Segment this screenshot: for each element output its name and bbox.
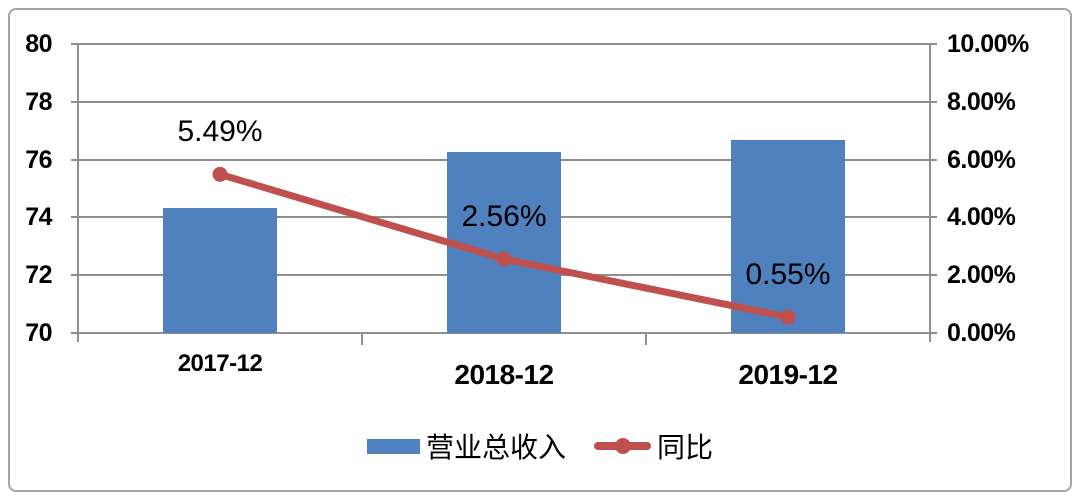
left-axis-tick-label: 74 (25, 203, 52, 232)
x-axis-tick (361, 333, 363, 345)
gridline (71, 100, 937, 103)
left-axis-tick-label: 76 (25, 145, 52, 174)
right-axis-tick-label: 10.00% (947, 30, 1029, 58)
right-axis-tick-label: 0.00% (947, 319, 1016, 347)
x-axis-tick (645, 333, 647, 345)
legend-line-marker-icon (594, 438, 651, 454)
legend-item: 同比 (594, 426, 713, 466)
bar-2018-12 (447, 152, 561, 333)
left-axis-tick-label: 72 (25, 261, 52, 290)
bar-2017-12 (163, 207, 277, 333)
x-axis-label: 2018-12 (454, 359, 554, 390)
bar-2019-12 (731, 140, 845, 333)
right-axis-tick-label: 6.00% (947, 145, 1016, 174)
right-axis-tick-label: 4.00% (947, 203, 1016, 232)
legend-bar-swatch-icon (366, 438, 420, 454)
line-marker-2017-12 (212, 166, 228, 182)
x-axis-label: 2017-12 (177, 350, 263, 377)
left-axis-line (77, 44, 79, 342)
right-axis-tick-label: 8.00% (947, 87, 1016, 116)
left-axis-tick-label: 80 (25, 30, 52, 58)
line-data-label: 2.56% (461, 200, 547, 234)
left-axis-tick-label: 78 (25, 87, 52, 116)
line-data-label: 5.49% (177, 115, 263, 149)
right-axis-line (929, 44, 931, 342)
gridline (71, 332, 937, 334)
line-marker-2018-12 (496, 251, 512, 267)
trend-line-svg (212, 166, 796, 325)
trend-line (216, 170, 792, 321)
legend-label: 同比 (657, 432, 714, 463)
gridline (71, 43, 937, 45)
chart-border-frame (8, 8, 1072, 492)
x-axis-label: 2019-12 (738, 359, 838, 390)
legend: 营业总收入 同比 (0, 429, 1080, 463)
line-data-label: 0.55% (745, 258, 831, 292)
left-axis-tick-label: 70 (25, 319, 52, 347)
legend-label: 营业总收入 (425, 432, 566, 463)
right-axis-tick-label: 2.00% (947, 261, 1016, 290)
legend-item: 营业总收入 (366, 426, 566, 466)
line-marker-2019-12 (780, 309, 796, 325)
legend-line-dot (615, 438, 631, 454)
